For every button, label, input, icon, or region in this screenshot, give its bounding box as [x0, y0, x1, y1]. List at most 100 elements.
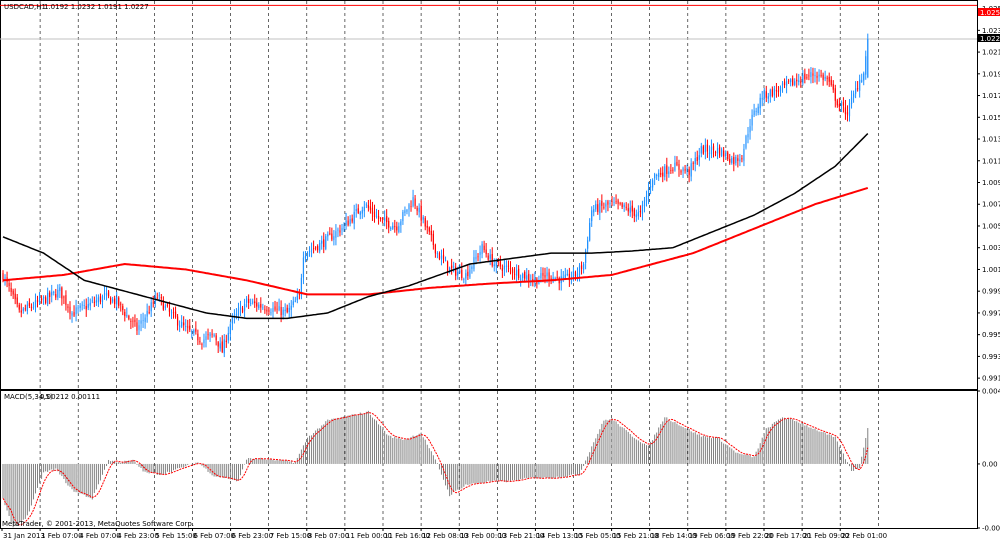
candle — [834, 84, 836, 108]
price-tick-label: 1.0075 — [982, 201, 1000, 209]
candle — [183, 316, 185, 331]
candle — [761, 90, 763, 107]
candle — [792, 75, 794, 87]
candle — [136, 318, 138, 336]
candle — [170, 309, 173, 320]
candle — [580, 261, 583, 275]
candle — [850, 90, 853, 109]
candle — [700, 142, 702, 158]
candle — [402, 209, 404, 225]
candle — [26, 301, 28, 315]
time-tick-label: 1 Feb 07:00 — [41, 532, 82, 540]
candle — [337, 227, 339, 238]
candle — [343, 222, 345, 232]
candle — [193, 328, 195, 336]
candle — [103, 286, 106, 300]
candle — [794, 78, 796, 87]
candle — [142, 312, 144, 328]
candle — [229, 321, 231, 341]
time-tick-label: 15 Feb 05:00 — [575, 532, 621, 540]
candle — [63, 295, 65, 305]
candle — [286, 304, 288, 314]
candle — [268, 307, 270, 316]
candle — [302, 251, 305, 285]
candle — [325, 233, 327, 251]
candle — [706, 139, 709, 158]
candle — [479, 245, 481, 263]
price-tick-label: 1.0115 — [982, 157, 1000, 165]
candle — [73, 305, 75, 317]
candle — [45, 295, 47, 305]
candle — [203, 333, 205, 348]
candle — [138, 319, 140, 335]
candle — [609, 200, 611, 209]
candle — [317, 244, 319, 253]
candle — [842, 97, 845, 113]
candle — [739, 153, 741, 167]
candle — [664, 164, 666, 181]
candle — [400, 219, 402, 233]
candle — [36, 295, 39, 308]
candle — [8, 279, 10, 292]
candle — [12, 288, 14, 299]
candle — [219, 337, 221, 352]
candle — [814, 67, 816, 83]
candle — [377, 209, 380, 225]
candle — [704, 138, 706, 160]
candle — [595, 200, 597, 212]
candle — [444, 256, 447, 262]
candle — [61, 286, 63, 306]
candle — [418, 203, 420, 218]
candle — [357, 204, 359, 215]
candle — [365, 202, 367, 209]
candle — [475, 249, 477, 265]
candle — [355, 203, 357, 218]
candle — [20, 303, 22, 318]
candle — [440, 249, 443, 266]
candle — [518, 265, 520, 281]
candle — [660, 167, 662, 178]
candle — [292, 296, 294, 308]
candle — [676, 156, 678, 167]
time-tick-label: 6 Feb 23:00 — [232, 532, 273, 540]
candle — [625, 202, 627, 211]
price-pane[interactable] — [0, 0, 978, 390]
candle — [751, 109, 753, 131]
candle — [509, 261, 512, 275]
candle — [861, 73, 863, 83]
candle — [144, 314, 146, 329]
candle — [225, 334, 227, 348]
candle — [122, 303, 124, 316]
candle — [124, 309, 126, 322]
candle — [692, 161, 694, 171]
candle — [416, 205, 418, 216]
candle — [633, 207, 635, 223]
candle — [34, 293, 37, 313]
candle — [451, 258, 453, 275]
candle — [615, 194, 617, 205]
candle — [213, 333, 215, 338]
candle — [688, 166, 690, 183]
time-tick-label: 8 Feb 07:00 — [308, 532, 349, 540]
candle — [164, 303, 166, 311]
candle — [109, 296, 112, 305]
candle — [556, 270, 558, 281]
candle — [284, 303, 286, 317]
candle — [481, 241, 483, 259]
candle — [453, 261, 455, 273]
candle — [469, 264, 471, 279]
candle — [424, 216, 426, 231]
price-tick-label: 0.9915 — [982, 375, 1000, 383]
candle — [790, 78, 792, 87]
candle — [471, 265, 473, 274]
price-tick-label: 1.0155 — [982, 114, 1000, 122]
candle — [132, 316, 134, 328]
candle — [775, 82, 778, 98]
candle — [489, 249, 491, 266]
candle — [623, 202, 625, 212]
candle — [40, 295, 43, 304]
candle — [759, 93, 761, 115]
time-tick-label: 4 Feb 07:00 — [79, 532, 120, 540]
